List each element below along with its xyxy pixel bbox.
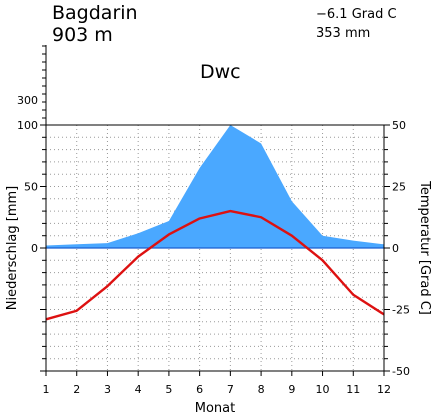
y-tick-label-right: -50 bbox=[392, 365, 410, 378]
y-tick-label-left: 100 bbox=[17, 119, 38, 132]
y-tick-label-right: 50 bbox=[392, 119, 406, 132]
x-tick-label: 8 bbox=[258, 383, 265, 396]
annual-precipitation: 353 mm bbox=[316, 26, 370, 41]
x-tick-label: 7 bbox=[227, 383, 234, 396]
x-tick-label: 4 bbox=[135, 383, 142, 396]
x-tick-label: 1 bbox=[43, 383, 50, 396]
axes bbox=[40, 45, 390, 376]
climate-class: Dwc bbox=[200, 61, 241, 83]
y-tick-label-left-upper: 300 bbox=[17, 94, 38, 107]
y-axis-label-right: Temperatur [Grad C] bbox=[417, 180, 432, 315]
x-tick-label: 6 bbox=[196, 383, 203, 396]
y-tick-label-right: 0 bbox=[392, 242, 399, 255]
x-axis-label: Monat bbox=[195, 401, 235, 416]
x-tick-label: 3 bbox=[104, 383, 111, 396]
mean-temperature: −6.1 Grad C bbox=[316, 7, 397, 22]
y-axis-label-left: Niederschlag [mm] bbox=[5, 186, 20, 311]
x-tick-label: 9 bbox=[288, 383, 295, 396]
temperature-line bbox=[45, 209, 385, 321]
precipitation-area bbox=[46, 125, 384, 248]
x-tick-label: 12 bbox=[377, 383, 391, 396]
y-tick-label-right: 25 bbox=[392, 181, 406, 194]
x-tick-label: 2 bbox=[73, 383, 80, 396]
x-tick-label: 11 bbox=[346, 383, 360, 396]
y-tick-label-left: 0 bbox=[31, 242, 38, 255]
x-tick-label: 5 bbox=[165, 383, 172, 396]
y-tick-label-right: -25 bbox=[392, 304, 410, 317]
precipitation-layer bbox=[45, 124, 385, 249]
station-name: Bagdarin bbox=[52, 2, 138, 24]
station-elevation: 903 m bbox=[52, 24, 113, 46]
x-tick-label: 10 bbox=[316, 383, 330, 396]
y-tick-label-left: 50 bbox=[24, 181, 38, 194]
